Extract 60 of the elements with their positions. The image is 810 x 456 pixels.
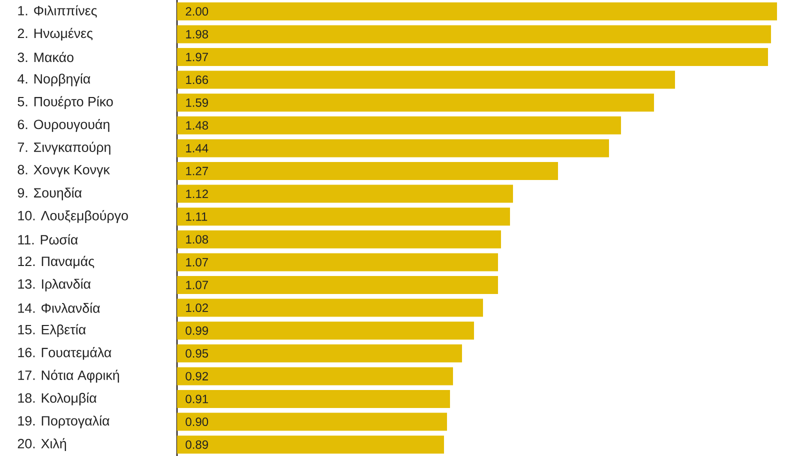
bar [177,253,498,272]
data-label: 1.44 [186,144,208,152]
bar [177,276,498,294]
data-label: 0.89 [186,440,208,449]
bar [177,322,474,340]
bar [177,162,558,180]
y-tick-label: 7. Σινγκαπούρη [18,142,110,155]
data-label: 0.91 [186,394,208,404]
bar [177,344,462,362]
y-tick-label: 20. Χιλή [18,438,66,452]
bar [177,116,622,134]
data-label: 0.90 [186,418,208,426]
bar [177,208,510,226]
y-tick-label: 1. Φιλιππίνες [18,5,97,18]
data-label: 0.92 [186,372,208,380]
data-label: 0.99 [186,326,208,335]
bar [177,48,768,66]
y-tick-label: 13. Ιρλανδία [18,278,91,292]
y-tick-label: 3. Μακάο [18,52,74,62]
y-tick-label: 9. Σουηδία [18,187,82,200]
y-tick-label: 15. Ελβετία [18,324,86,338]
bar [177,2,778,20]
data-label: 1.98 [186,30,208,38]
data-label: 1.48 [186,121,208,130]
bar [177,139,610,158]
data-label: 1.08 [186,235,208,244]
bar [177,412,448,431]
bar [177,298,484,317]
data-label: 1.66 [186,76,208,84]
data-label: 1.12 [186,190,208,198]
y-tick-label: 5. Πουέρτο Ρίκο [18,96,113,110]
data-label: 1.27 [186,166,208,176]
data-label: 1.11 [186,212,208,221]
y-tick-label: 11. Ρωσία [18,234,78,244]
bar [177,436,444,454]
bar [177,367,454,386]
data-label: 1.07 [186,280,208,290]
data-label: 1.02 [186,304,208,312]
y-tick-label: 16. Γουατεμάλα [18,347,112,360]
data-label: 0.95 [186,349,208,358]
y-tick-label: 4. Νορβηγία [18,73,90,86]
bar [177,184,514,203]
y-tick-label: 12. Παναμάς [18,256,94,269]
data-label: 1.07 [186,258,208,266]
bar [177,230,502,248]
y-tick-label: 6. Ουρουγουάη [18,118,110,132]
data-label: 1.59 [186,98,208,107]
y-tick-label: 2. Ηνωμένες [18,28,93,41]
y-tick-label: 14. Φινλανδία [18,302,100,313]
data-label: 2.00 [186,7,208,16]
y-tick-label: 17. Νότια Αφρική [18,370,119,383]
data-label: 1.97 [186,52,208,62]
y-tick-label: 8. Χονγκ Κονγκ [18,164,110,178]
y-tick-label: 10. Λουξεμβούργο [18,210,128,224]
bar [177,25,772,44]
y-tick-label: 19. Πορτογαλία [18,415,110,428]
bar [177,70,676,89]
bar [177,390,450,408]
bar [177,94,654,112]
y-tick-label: 18. Κολομβία [18,392,96,406]
